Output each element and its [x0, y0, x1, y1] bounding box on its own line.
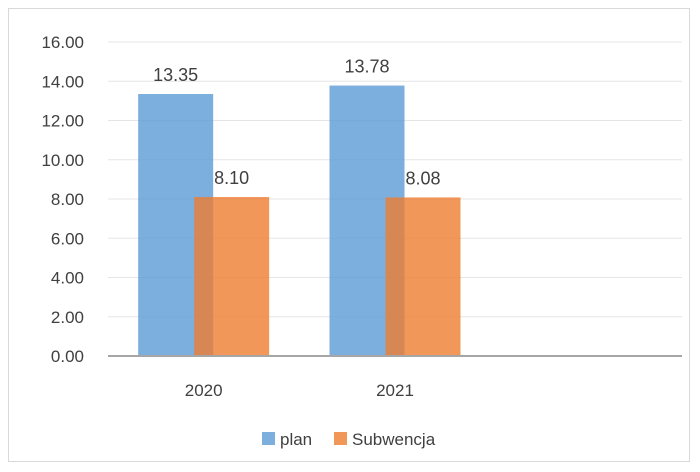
y-tick-label: 6.00: [51, 229, 84, 248]
x-tick-label: 2021: [376, 381, 414, 400]
x-tick-label: 2020: [185, 381, 223, 400]
y-tick-label: 2.00: [51, 308, 84, 327]
y-tick-label: 16.00: [41, 33, 84, 52]
y-axis-ticks: 0.00 2.00 4.00 6.00 8.00 10.00 12.00 14.00 16.00: [41, 33, 84, 366]
y-tick-label: 4.00: [51, 269, 84, 288]
x-axis-ticks: 2020 2021: [185, 381, 414, 400]
y-tick-label: 10.00: [41, 151, 84, 170]
bars: [138, 85, 461, 356]
bar-subwencja-2020: [194, 197, 270, 356]
legend-swatch-plan: [262, 432, 275, 445]
y-tick-label: 8.00: [51, 190, 84, 209]
legend-label-subwencja: Subwencja: [352, 430, 436, 449]
y-tick-label: 14.00: [41, 72, 84, 91]
bar-subwencja-2021: [385, 197, 461, 356]
data-label: 8.08: [405, 168, 440, 188]
legend: plan Subwencja: [262, 430, 436, 449]
data-label: 13.35: [153, 65, 198, 85]
data-label: 8.10: [214, 168, 249, 188]
legend-label-plan: plan: [280, 430, 312, 449]
y-tick-label: 12.00: [41, 112, 84, 131]
legend-swatch-subwencja: [334, 432, 347, 445]
data-labels: 13.35 8.10 13.78 8.08: [153, 57, 440, 189]
y-tick-label: 0.00: [51, 347, 84, 366]
data-label: 13.78: [344, 57, 389, 77]
